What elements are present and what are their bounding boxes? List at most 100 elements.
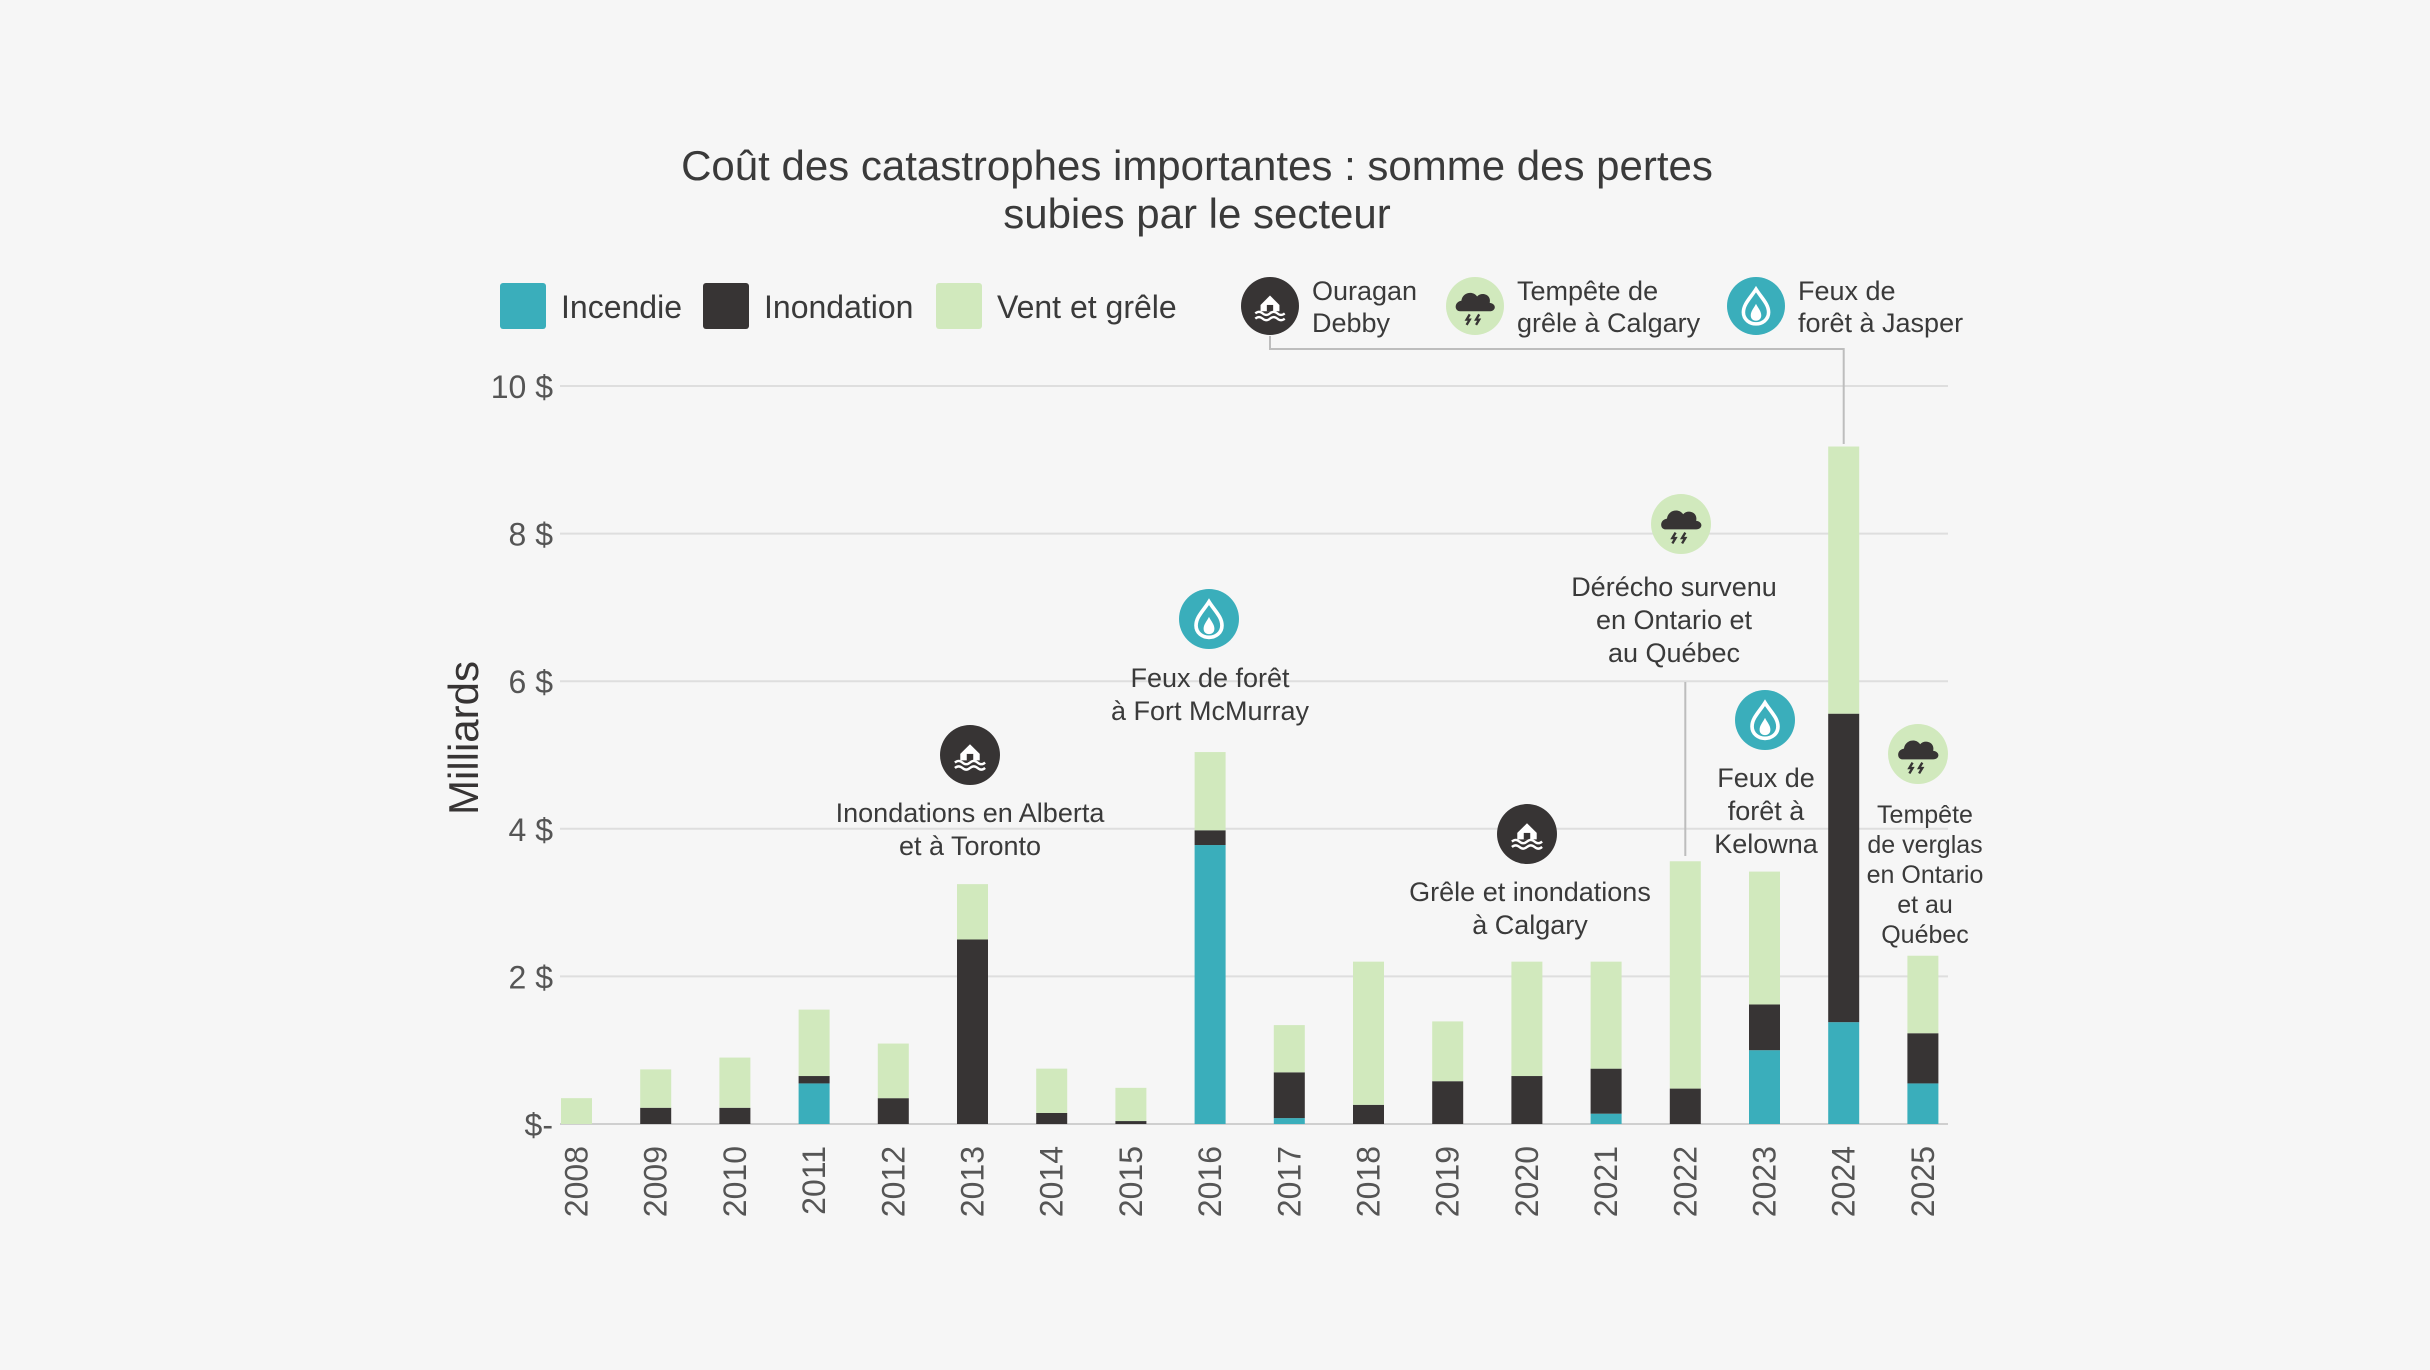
bar-segment [1511,961,1543,1077]
event-legend-label: Feux de forêt à Jasper [1798,276,1963,338]
bar-segment [1828,1022,1860,1124]
annotation-label: Grêle et inondations à Calgary [1409,877,1651,940]
flood-house-icon [1241,277,1299,335]
bar-segment [1432,1081,1464,1124]
bar-segment [1273,1118,1305,1124]
bar-segment [1432,1021,1464,1082]
annotation-label: Inondations en Alberta et à Toronto [836,798,1106,861]
legend: Incendie Inondation Vent et grêle Ouragan De… [500,276,1963,338]
annotation-2023: Feux de forêt à Kelowna [1714,690,1819,859]
x-tick-label: 2024 [1826,1146,1862,1217]
x-tick-label: 2013 [955,1146,991,1217]
grid-lines [560,385,1948,1125]
x-tick-label: 2021 [1588,1146,1624,1217]
bar-segment [877,1098,909,1124]
bar-segment [640,1069,672,1108]
fire-drop-icon [1179,589,1239,649]
bar-segment [1907,1083,1939,1124]
bar-segment [1353,1104,1384,1124]
bar-segment [798,1083,830,1124]
x-tick-label: 2018 [1351,1146,1387,1217]
bar-segment [1036,1112,1068,1124]
annotation-2020: Grêle et inondations à Calgary [1409,804,1651,940]
bar-segment [1273,1025,1305,1073]
bar-segment [1907,955,1939,1034]
storm-cloud-icon [1888,724,1948,784]
y-tick-label: 6 $ [509,664,554,700]
bar-segment [798,1076,830,1084]
chart-title: Coût des catastrophes importantes : somm… [681,142,1713,237]
chart-title-line: subies par le secteur [1003,190,1391,237]
x-tick-label: 2009 [638,1146,674,1217]
x-tick-label: 2025 [1905,1146,1941,1217]
y-tick-label: 2 $ [509,959,554,995]
bar-segment [719,1057,751,1108]
bar-segment [877,1043,909,1099]
x-tick-label: 2017 [1271,1146,1307,1217]
bar-segment [1194,845,1226,1124]
x-tick-label: 2022 [1667,1146,1703,1217]
flood-house-icon [1497,804,1557,864]
legend-swatch [500,283,546,329]
legend-label: Incendie [561,289,682,325]
annotation-2025: Tempête de verglas en Ontario et au Québec [1867,724,1984,949]
bar-segment [1115,1121,1147,1124]
bar-segment [1036,1068,1068,1113]
x-tick-label: 2020 [1509,1146,1545,1217]
x-tick-label: 2016 [1192,1146,1228,1217]
x-tick-label: 2010 [717,1146,753,1217]
event-legend-label: Ouragan Debby [1312,276,1417,338]
event-legend-label: Tempête de grêle à Calgary [1517,276,1701,338]
annotation-label: Dérécho survenu en Ontario et au Québec [1571,572,1777,668]
x-tick-label: 2015 [1113,1146,1149,1217]
y-axis-ticks: $- 2 $ 4 $ 6 $ 8 $ 10 $ [491,369,553,1143]
legend-label: Inondation [764,289,913,325]
leader-line [1269,336,1845,444]
fire-drop-icon [1727,277,1785,335]
x-tick-label: 2019 [1430,1146,1466,1217]
bar-segment [719,1107,751,1124]
bar-segment [1273,1072,1305,1119]
x-tick-label: 2012 [875,1146,911,1217]
bar-segment [1828,446,1860,714]
fire-drop-icon [1735,690,1795,750]
legend-label: Vent et grêle [997,289,1177,325]
annotation-label: Feux de forêt à Fort McMurray [1111,663,1310,726]
bar-segment [1353,961,1384,1105]
bar-segment [1194,752,1226,831]
legend-swatch [703,283,749,329]
bar-segment [1749,1050,1780,1124]
bar-segment [798,1009,830,1077]
x-tick-label: 2011 [796,1146,832,1215]
bar-segment [1590,1113,1622,1124]
annotation-label: Tempête de verglas en Ontario et au Québec [1867,801,1984,949]
bar-segment [640,1107,672,1124]
y-tick-label: 8 $ [509,517,554,553]
bar-segment [1749,1004,1780,1051]
bar-segment [957,884,988,940]
annotation-2022: Dérécho survenu en Ontario et au Québec [1571,494,1777,668]
bar-segment [1749,871,1780,1005]
bar-segment [1669,861,1701,1089]
annotation-2013: Inondations en Alberta et à Toronto [836,725,1106,861]
x-tick-label: 2023 [1747,1146,1783,1217]
legend-swatch [936,283,982,329]
storm-cloud-icon [1651,494,1711,554]
bar-segment [1511,1076,1543,1124]
bar-segment [1828,713,1860,1023]
y-tick-label: $- [525,1107,553,1143]
storm-cloud-icon [1446,277,1504,335]
annotations: Inondations en Alberta et à Toronto Feux d… [836,494,1984,949]
bar-segment [1669,1088,1701,1124]
bars [561,446,1939,1124]
bar-segment [957,939,988,1124]
flood-house-icon [940,725,1000,785]
bar-segment [1194,830,1226,846]
annotation-leaders [1269,336,1845,856]
bar-segment [561,1098,592,1124]
y-tick-label: 4 $ [509,812,554,848]
annotation-label: Feux de forêt à Kelowna [1714,763,1819,859]
y-tick-label: 10 $ [491,369,553,405]
bar-segment [1907,1033,1939,1084]
